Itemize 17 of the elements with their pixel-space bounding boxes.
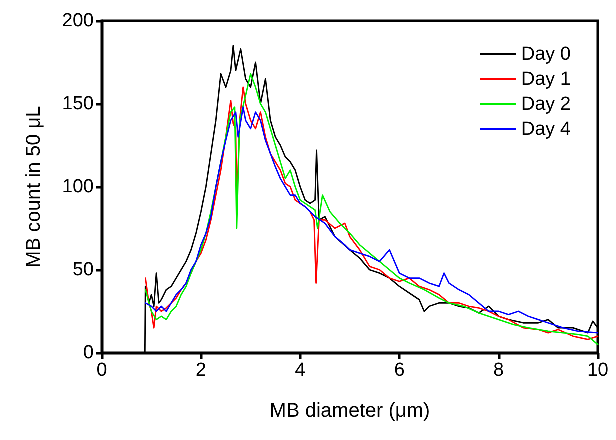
y-tick-label: 50 xyxy=(72,260,94,280)
x-tick-label: 6 xyxy=(394,360,405,381)
x-axis-title: MB diameter (μm) xyxy=(270,400,430,422)
y-tick-label: 150 xyxy=(62,94,94,114)
legend-label: Day 2 xyxy=(521,94,572,115)
y-tick-label: 0 xyxy=(83,342,94,364)
x-tick-label: 4 xyxy=(295,360,306,381)
x-tick-label: 2 xyxy=(196,360,206,381)
y-axis-title: MB count in 50 μL xyxy=(23,106,45,268)
legend-label: Day 0 xyxy=(521,44,572,65)
x-tick-label: 0 xyxy=(96,360,108,381)
x-tick-label: 10 xyxy=(587,360,609,381)
legend-label: Day 1 xyxy=(521,69,572,90)
y-tick-label: 200 xyxy=(62,10,94,32)
x-tick-label: 8 xyxy=(494,360,504,381)
legend-label: Day 4 xyxy=(521,119,572,140)
y-tick-label: 100 xyxy=(62,176,94,198)
